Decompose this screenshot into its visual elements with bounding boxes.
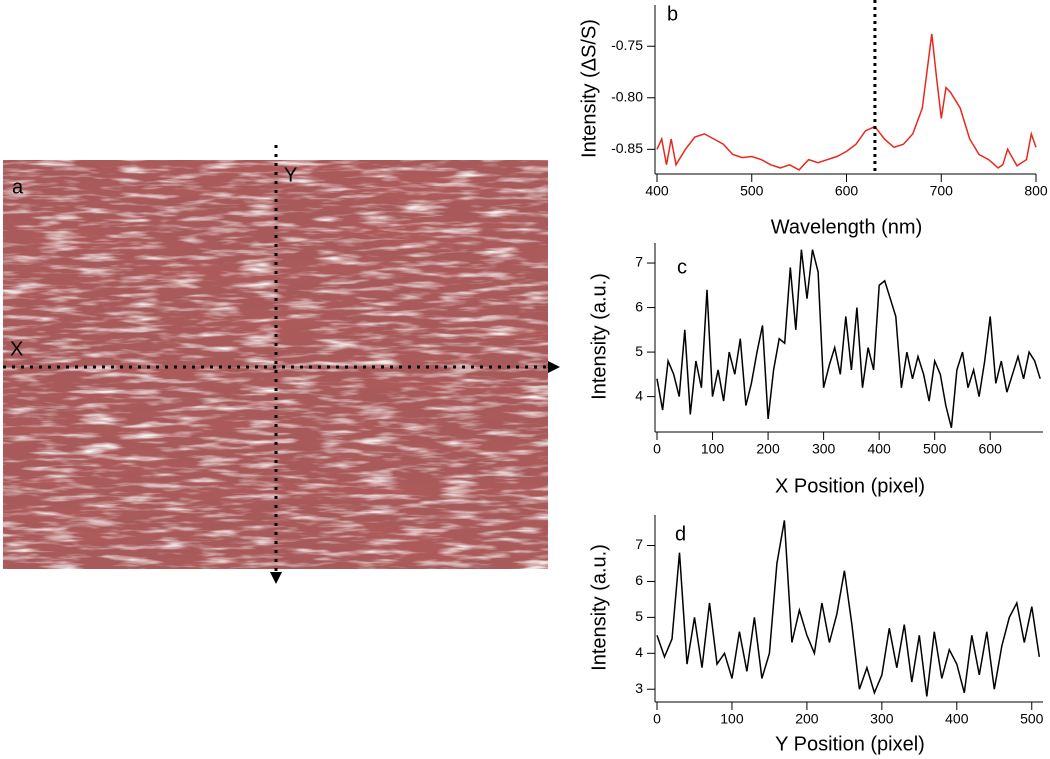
y-axis-label: Intensity (ΔS/S) <box>578 19 600 158</box>
arrow <box>548 361 560 373</box>
panel-label: d <box>675 523 686 545</box>
data-line <box>656 520 1041 697</box>
x-tick-label: 200 <box>756 441 780 457</box>
x-tick-label: 500 <box>1020 711 1044 727</box>
y-tick-label: -0.75 <box>611 37 643 53</box>
y-axis-label: Intensity (a.u.) <box>588 273 610 400</box>
y-tick-label: 4 <box>635 387 643 403</box>
annotation: X <box>10 338 23 360</box>
x-axis-label: X Position (pixel) <box>775 475 925 497</box>
x-tick-label: 400 <box>645 183 669 199</box>
y-tick-label: 4 <box>635 644 643 660</box>
data-line <box>656 249 1041 428</box>
x-tick-label: 400 <box>945 711 969 727</box>
x-axis-label: Wavelength (nm) <box>771 216 923 238</box>
image-panel: a X Y <box>3 145 560 584</box>
y-tick-label: 5 <box>635 343 643 359</box>
x-tick-label: 200 <box>795 711 819 727</box>
data-line <box>656 33 1037 171</box>
y-tick-label: 6 <box>635 298 643 314</box>
x-tick-label: 300 <box>812 441 836 457</box>
panel-label: c <box>677 256 687 278</box>
y-tick-label: 6 <box>635 572 643 588</box>
x-tick-label: 600 <box>979 441 1003 457</box>
arrow <box>270 572 282 584</box>
panel-label: a <box>12 176 24 198</box>
x-axis-label: Y Position (pixel) <box>775 733 925 755</box>
panel-label: b <box>667 3 678 25</box>
x-tick-label: 500 <box>740 183 764 199</box>
y-axis-label: Intensity (a.u.) <box>588 544 610 671</box>
x-tick-label: 700 <box>930 183 954 199</box>
x-tick-label: 300 <box>870 711 894 727</box>
x-tick-label: 800 <box>1024 183 1048 199</box>
y-tick-label: 7 <box>635 254 643 270</box>
x-tick-label: 100 <box>701 441 725 457</box>
x-tick-label: 0 <box>653 711 661 727</box>
y-tick-label: 3 <box>635 680 643 696</box>
y-tick-label: 7 <box>635 536 643 552</box>
annotation: Y <box>284 164 297 186</box>
x-tick-label: 500 <box>923 441 947 457</box>
x-tick-label: 100 <box>720 711 744 727</box>
x-tick-label: 600 <box>835 183 859 199</box>
x-tick-label: 400 <box>867 441 891 457</box>
y-tick-label: -0.85 <box>611 140 643 156</box>
y-tick-label: 5 <box>635 608 643 624</box>
y-tick-label: -0.80 <box>611 88 643 104</box>
x-tick-label: 0 <box>653 441 661 457</box>
